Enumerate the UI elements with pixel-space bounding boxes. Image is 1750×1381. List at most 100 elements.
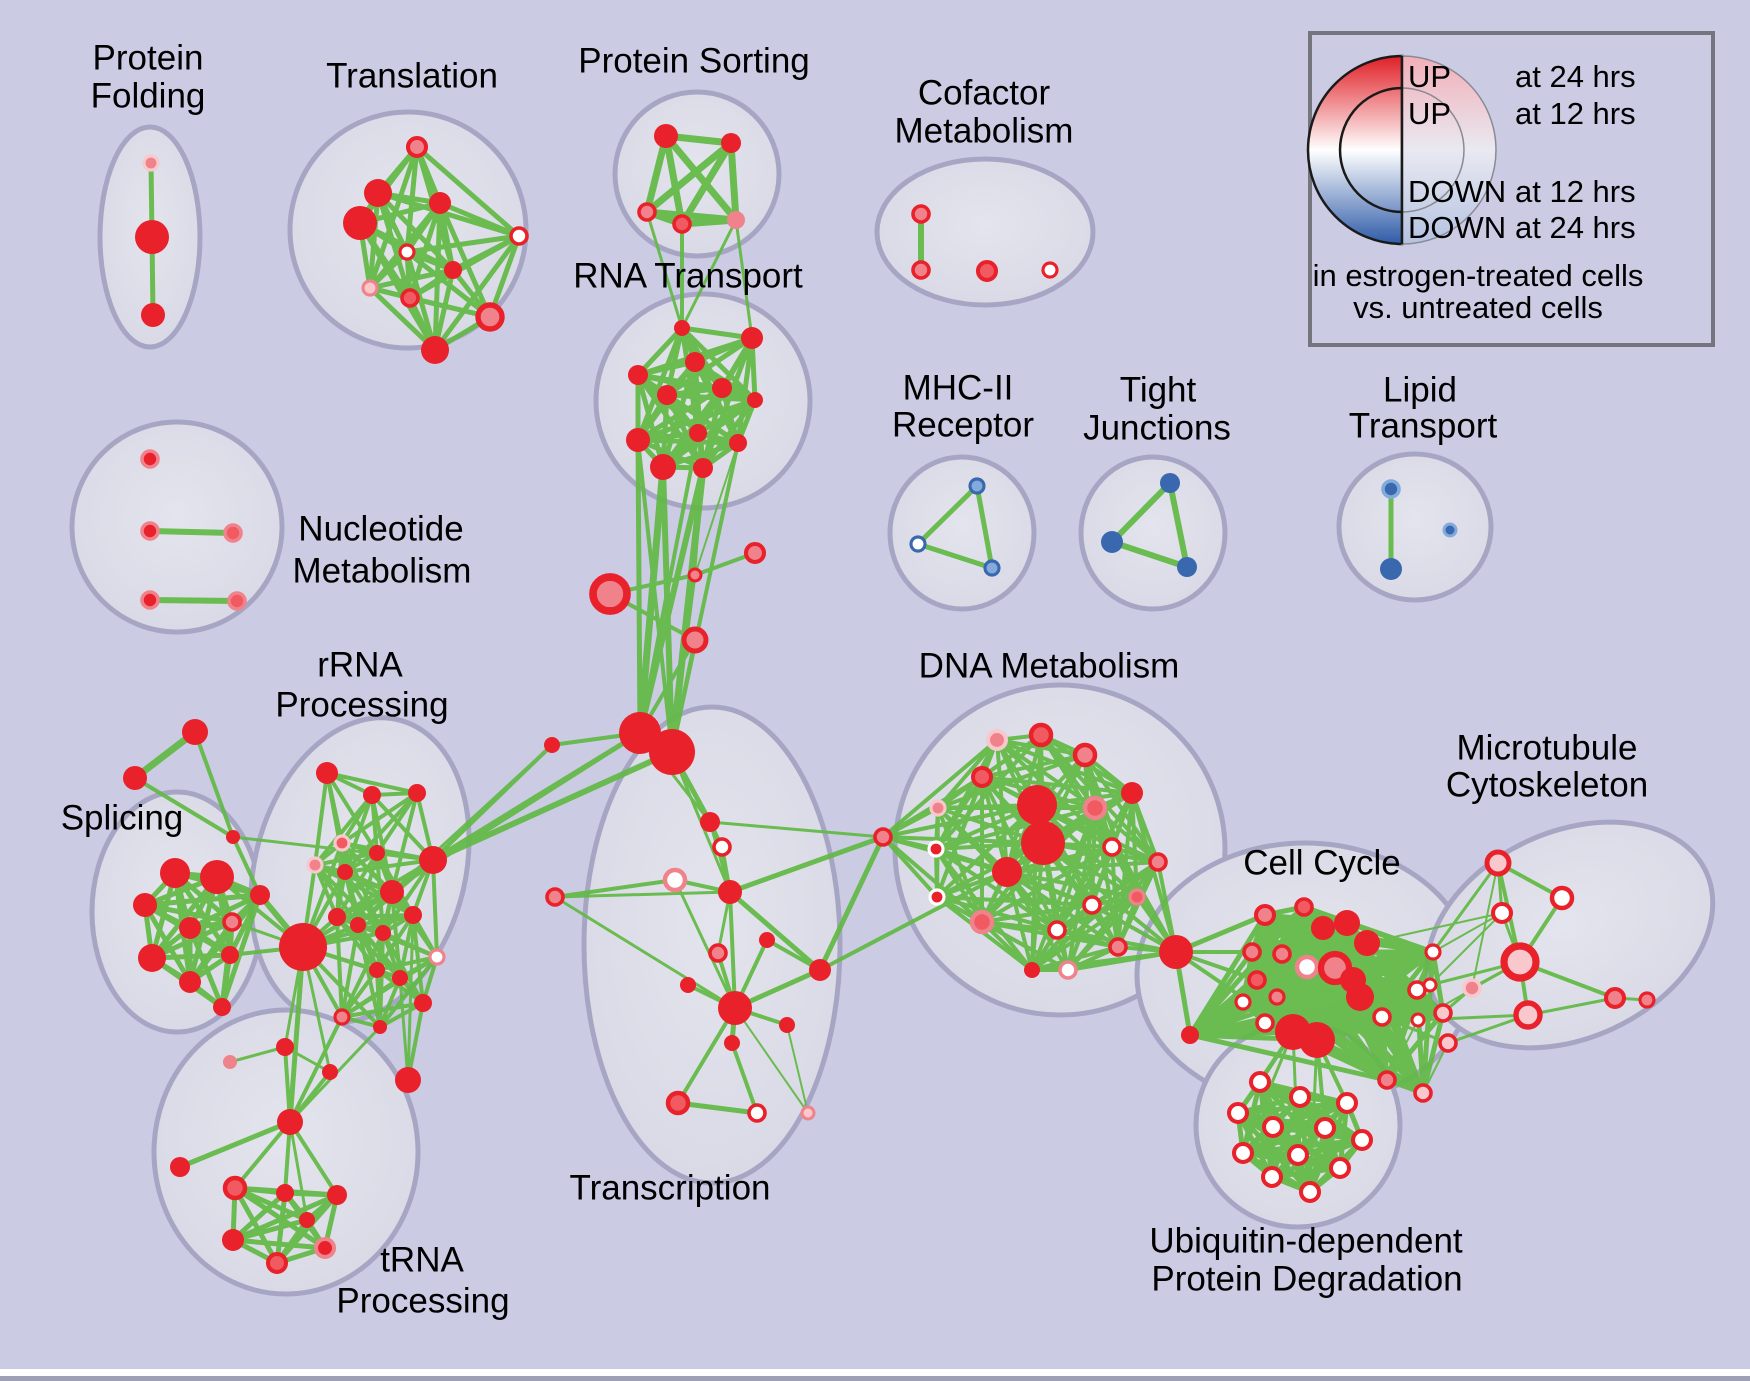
cluster-nucleotide-metabolism-label-0: Nucleotide: [298, 509, 463, 548]
network-node-76: [419, 846, 447, 874]
cluster-cofactor-metabolism-label-0: Cofactor: [918, 73, 1051, 112]
network-node-121: [1121, 782, 1143, 804]
network-edge: [635, 372, 758, 403]
network-edge: [673, 878, 737, 1010]
network-edge: [1005, 845, 1114, 874]
network-node-19: [911, 204, 931, 224]
network-node-165: [1288, 1085, 1312, 1109]
network-edge: [670, 573, 697, 754]
network-edge: [881, 835, 1045, 845]
network-edge: [727, 889, 823, 973]
network-node-161: [1433, 1003, 1453, 1023]
network-edge: [727, 834, 886, 895]
network-node-102: [700, 812, 720, 832]
network-node-66: [221, 946, 239, 964]
network-node-15: [721, 133, 741, 153]
network-edge: [287, 944, 306, 1125]
network-node-174: [1260, 1165, 1284, 1189]
network-node-74: [337, 864, 353, 880]
network-node-164: [1248, 1070, 1272, 1094]
network-edge: [228, 1045, 287, 1064]
network-edge: [230, 1190, 288, 1243]
network-node-78: [404, 906, 422, 924]
network-edge: [694, 442, 739, 576]
network-edge: [149, 874, 220, 961]
network-edge: [1187, 999, 1246, 1038]
network-edge: [313, 863, 339, 919]
network-node-143: [1311, 916, 1335, 940]
network-node-73: [306, 856, 324, 874]
network-edge: [325, 771, 419, 795]
network-edge: [635, 325, 685, 378]
network-node-185: [1438, 1033, 1458, 1053]
network-node-69: [316, 762, 338, 784]
cluster-tight-junctions-bubble: [1078, 454, 1228, 612]
network-edge: [288, 1120, 339, 1197]
cluster-tight-junctions-label-0: Tight: [1120, 370, 1197, 409]
network-edge: [230, 1237, 328, 1251]
network-node-9: [444, 261, 462, 279]
network-edge: [915, 541, 995, 571]
network-edge: [340, 923, 360, 1019]
cluster-transcription-bubble: [581, 704, 843, 1186]
network-edge: [915, 483, 980, 547]
network-node-62: [179, 917, 201, 939]
network-node-180: [1603, 986, 1627, 1010]
network-node-0: [142, 154, 160, 172]
network-node-33: [650, 454, 676, 480]
network-node-133: [1082, 895, 1102, 915]
network-edge: [818, 870, 1009, 972]
network-node-23: [674, 320, 690, 336]
network-node-95: [313, 1236, 337, 1260]
network-edge: [1235, 1100, 1350, 1116]
network-edge: [1066, 950, 1178, 972]
cluster-ubiquitin-degradation-label-0: Ubiquitin-dependent: [1149, 1221, 1463, 1260]
network-node-3: [405, 135, 429, 159]
network-node-163: [1413, 1083, 1433, 1103]
network-edge: [679, 325, 755, 341]
network-node-32: [729, 434, 747, 452]
network-edge: [437, 200, 456, 273]
network-edge: [367, 144, 420, 291]
legend-caption-0: in estrogen-treated cells: [1313, 258, 1644, 293]
network-node-92: [276, 1184, 294, 1202]
network-node-97: [299, 1212, 315, 1228]
network-edge: [340, 968, 379, 1019]
network-edge: [934, 847, 1059, 932]
network-node-24: [741, 327, 763, 349]
network-edge: [662, 132, 740, 224]
network-edge: [1109, 480, 1173, 545]
network-edge: [660, 464, 675, 755]
network-node-93: [327, 1185, 347, 1205]
cluster-cofactor-metabolism-bubble: [874, 156, 1096, 308]
cluster-protein-sorting-label-0: Protein Sorting: [578, 41, 810, 80]
cluster-lipid-transport-label-1: Transport: [1349, 406, 1498, 445]
network-node-124: [873, 827, 893, 847]
network-edge: [643, 139, 735, 216]
network-edge: [553, 895, 737, 1010]
network-node-147: [1272, 944, 1292, 964]
network-node-130: [1148, 852, 1168, 872]
network-node-5: [343, 206, 377, 240]
network-node-21: [975, 259, 999, 283]
network-edge: [675, 1100, 760, 1116]
network-edge: [1379, 1014, 1426, 1096]
network-edge: [230, 1217, 310, 1243]
network-node-55: [649, 729, 695, 775]
network-node-89: [277, 1109, 303, 1135]
network-edge: [727, 139, 740, 224]
network-node-138: [1108, 937, 1128, 957]
network-edge: [1187, 949, 1255, 1038]
network-node-70: [363, 786, 381, 804]
network-edge: [1167, 480, 1190, 570]
network-edge: [147, 528, 236, 536]
network-node-160: [1424, 943, 1442, 961]
network-node-155: [1255, 1013, 1275, 1033]
network-edge: [660, 440, 741, 470]
network-edge: [411, 913, 425, 1005]
network-edge: [678, 139, 735, 228]
network-edge: [1093, 806, 1160, 864]
network-edge: [645, 210, 684, 330]
network-edge: [881, 806, 940, 839]
network-edge: [1041, 841, 1178, 954]
